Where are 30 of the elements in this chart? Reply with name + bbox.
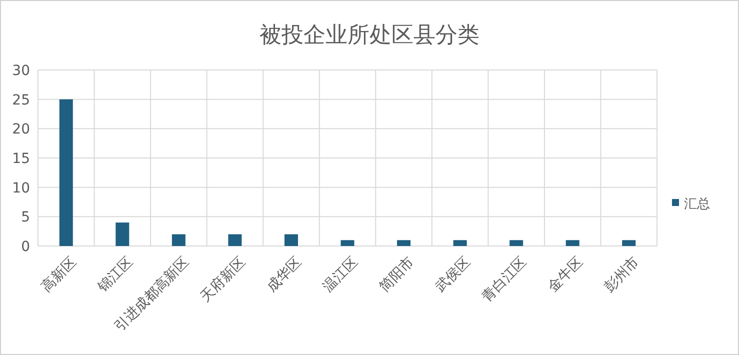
x-tick-label: 温江区: [320, 254, 362, 296]
bar: [566, 240, 580, 246]
bar: [228, 234, 242, 246]
bar: [340, 240, 354, 246]
x-tick-label: 成华区: [264, 254, 305, 296]
bar: [59, 99, 73, 246]
y-tick-label: 20: [12, 122, 30, 138]
chart-title: 被投企业所处区县分类: [260, 23, 480, 48]
x-tick-label: 天府新区: [198, 254, 249, 306]
bar: [622, 240, 636, 246]
x-tick-label: 青白江区: [479, 254, 530, 306]
y-tick-label: 30: [12, 63, 30, 79]
y-tick-label: 5: [21, 210, 30, 226]
x-tick-label: 锦江区: [94, 254, 136, 296]
y-tick-label: 0: [21, 239, 30, 255]
y-tick-label: 25: [12, 92, 30, 108]
bar: [284, 234, 298, 246]
x-tick-label: 高新区: [38, 254, 80, 296]
x-tick-label: 金牛区: [545, 254, 586, 296]
x-tick-label: 武侯区: [432, 254, 474, 296]
bar: [510, 240, 524, 246]
bar: [397, 240, 411, 246]
bar: [116, 222, 130, 246]
x-tick-label: 简阳市: [376, 254, 418, 296]
bar: [172, 234, 186, 246]
bar: [453, 240, 467, 246]
x-tick-label: 彭州市: [601, 254, 642, 296]
y-tick-label: 15: [12, 151, 30, 167]
y-tick-label: 10: [12, 180, 30, 196]
legend-label: 汇总: [684, 197, 710, 212]
